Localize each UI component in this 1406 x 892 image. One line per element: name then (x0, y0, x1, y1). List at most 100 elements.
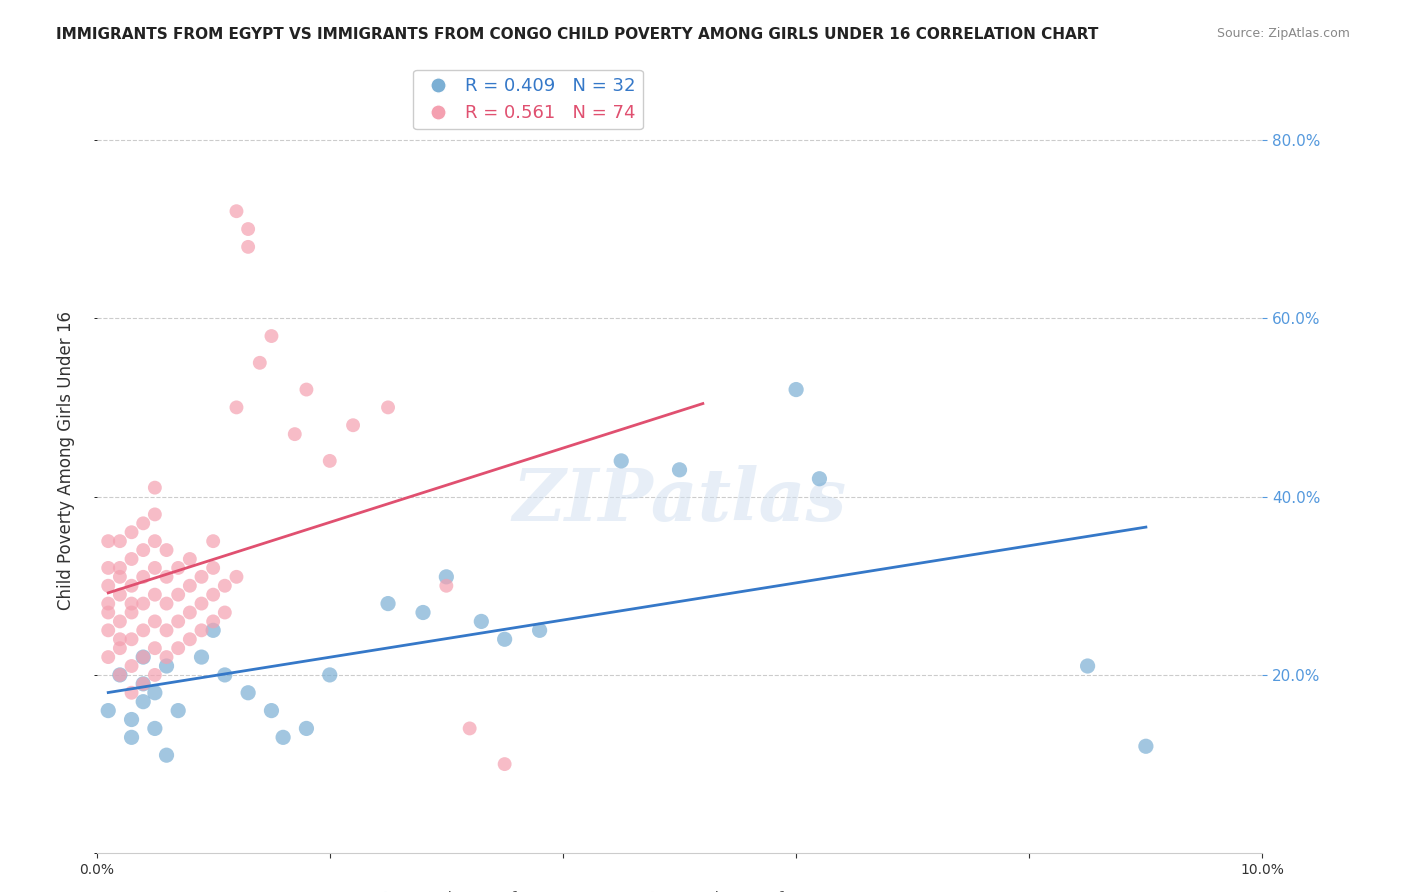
Immigrants from Egypt (132, 677, 155, 691)
Immigrants from Egypt (190, 650, 212, 665)
Immigrants from Egypt (132, 695, 155, 709)
Immigrants from Egypt (1077, 659, 1099, 673)
Immigrants from Congo (319, 454, 342, 468)
Text: Source: ZipAtlas.com: Source: ZipAtlas.com (1216, 27, 1350, 40)
Immigrants from Congo (121, 597, 143, 611)
Immigrants from Congo (97, 579, 120, 593)
Legend: Immigrants from Egypt, Immigrants from Congo: Immigrants from Egypt, Immigrants from C… (361, 884, 882, 892)
Immigrants from Congo (295, 383, 318, 397)
Immigrants from Congo (121, 632, 143, 647)
Immigrants from Congo (143, 588, 166, 602)
Immigrants from Congo (155, 570, 177, 584)
Immigrants from Egypt (143, 686, 166, 700)
Immigrants from Congo (143, 668, 166, 682)
Y-axis label: Child Poverty Among Girls Under 16: Child Poverty Among Girls Under 16 (58, 311, 75, 610)
Immigrants from Egypt (377, 597, 399, 611)
Immigrants from Congo (377, 401, 399, 415)
Immigrants from Congo (108, 615, 131, 629)
Immigrants from Congo (167, 588, 190, 602)
Immigrants from Egypt (260, 704, 283, 718)
Immigrants from Egypt (202, 624, 225, 638)
Immigrants from Congo (458, 722, 481, 736)
Immigrants from Congo (97, 650, 120, 665)
Immigrants from Egypt (295, 722, 318, 736)
Immigrants from Egypt (121, 731, 143, 745)
Immigrants from Congo (214, 579, 236, 593)
Immigrants from Congo (97, 624, 120, 638)
Immigrants from Congo (108, 632, 131, 647)
Immigrants from Egypt (121, 713, 143, 727)
Immigrants from Congo (97, 606, 120, 620)
Immigrants from Egypt (132, 650, 155, 665)
Immigrants from Egypt (470, 615, 492, 629)
Immigrants from Egypt (167, 704, 190, 718)
Immigrants from Congo (143, 534, 166, 549)
Immigrants from Congo (190, 597, 212, 611)
Immigrants from Congo (108, 561, 131, 575)
Immigrants from Egypt (529, 624, 551, 638)
Immigrants from Congo (108, 668, 131, 682)
Immigrants from Congo (214, 606, 236, 620)
Immigrants from Congo (132, 597, 155, 611)
Immigrants from Congo (494, 757, 516, 772)
Immigrants from Congo (121, 686, 143, 700)
Immigrants from Congo (143, 641, 166, 656)
Immigrants from Congo (155, 650, 177, 665)
Immigrants from Egypt (434, 570, 457, 584)
Immigrants from Congo (236, 240, 259, 254)
Immigrants from Congo (108, 588, 131, 602)
Immigrants from Congo (260, 329, 283, 343)
Immigrants from Congo (132, 624, 155, 638)
Immigrants from Congo (225, 401, 247, 415)
Immigrants from Congo (434, 579, 457, 593)
Immigrants from Congo (179, 632, 201, 647)
Immigrants from Congo (155, 543, 177, 558)
Immigrants from Congo (179, 552, 201, 566)
Immigrants from Congo (121, 579, 143, 593)
Immigrants from Egypt (1135, 739, 1157, 754)
Immigrants from Egypt (610, 454, 633, 468)
Immigrants from Congo (97, 561, 120, 575)
Immigrants from Congo (179, 579, 201, 593)
Immigrants from Congo (132, 516, 155, 531)
Immigrants from Egypt (785, 383, 807, 397)
Immigrants from Egypt (319, 668, 342, 682)
Immigrants from Congo (143, 481, 166, 495)
Immigrants from Egypt (494, 632, 516, 647)
Immigrants from Congo (202, 588, 225, 602)
Immigrants from Congo (132, 543, 155, 558)
Immigrants from Congo (190, 624, 212, 638)
Immigrants from Congo (143, 561, 166, 575)
Immigrants from Egypt (668, 463, 690, 477)
Immigrants from Congo (143, 615, 166, 629)
Immigrants from Congo (202, 615, 225, 629)
Immigrants from Congo (97, 534, 120, 549)
Immigrants from Congo (202, 534, 225, 549)
Immigrants from Congo (132, 650, 155, 665)
Immigrants from Congo (121, 552, 143, 566)
Immigrants from Congo (179, 606, 201, 620)
Immigrants from Congo (249, 356, 271, 370)
Immigrants from Congo (225, 204, 247, 219)
Text: ZIPatlas: ZIPatlas (512, 465, 846, 535)
Immigrants from Egypt (412, 606, 434, 620)
Immigrants from Egypt (271, 731, 294, 745)
Immigrants from Congo (155, 597, 177, 611)
Immigrants from Congo (236, 222, 259, 236)
Immigrants from Congo (121, 606, 143, 620)
Immigrants from Congo (167, 641, 190, 656)
Immigrants from Congo (342, 418, 364, 433)
Immigrants from Egypt (808, 472, 831, 486)
Immigrants from Congo (155, 624, 177, 638)
Immigrants from Congo (143, 508, 166, 522)
Immigrants from Congo (132, 570, 155, 584)
Immigrants from Egypt (236, 686, 259, 700)
Immigrants from Congo (167, 561, 190, 575)
Immigrants from Congo (190, 570, 212, 584)
Immigrants from Egypt (108, 668, 131, 682)
Immigrants from Egypt (214, 668, 236, 682)
Immigrants from Egypt (143, 722, 166, 736)
Immigrants from Congo (284, 427, 307, 442)
Immigrants from Congo (225, 570, 247, 584)
Immigrants from Congo (132, 677, 155, 691)
